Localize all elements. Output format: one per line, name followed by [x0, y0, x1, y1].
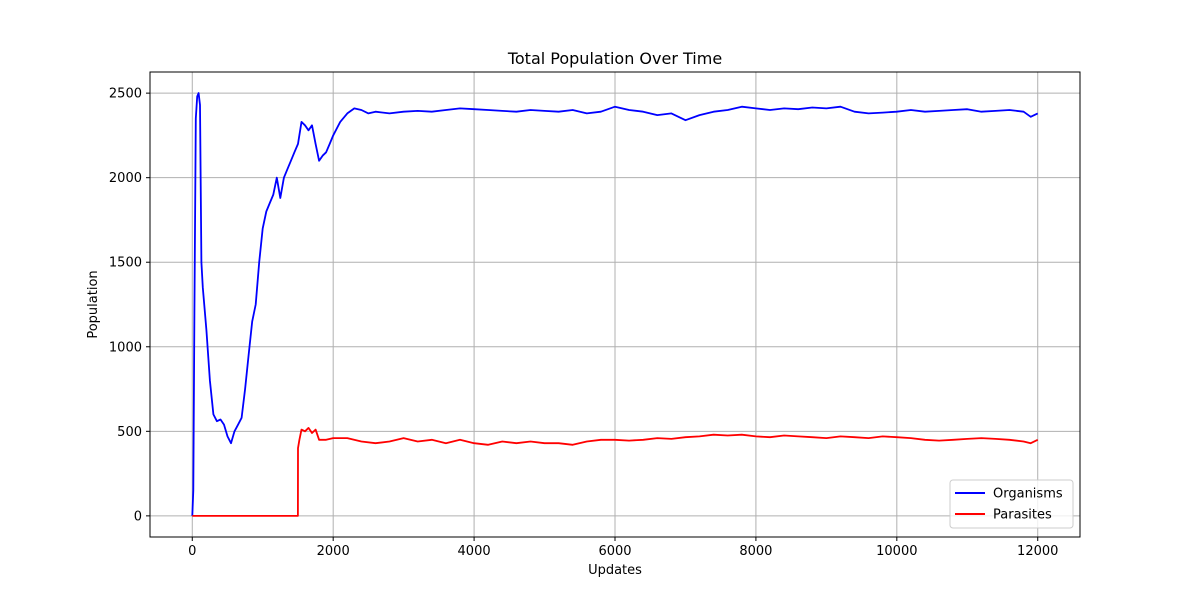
x-tick-label: 8000: [739, 544, 772, 559]
series-line-organisms: [191, 92, 1039, 516]
x-tick-label: 6000: [598, 544, 631, 559]
series-lines: [191, 92, 1039, 517]
y-tick-label: 2500: [109, 87, 142, 102]
axis-ticks: 0 2000 4000 6000 8000 10000 12000 0 500 1000 1500 2…: [109, 87, 1059, 559]
chart-title: Total Population Over Time: [507, 49, 722, 68]
x-tick-label: 0: [188, 544, 196, 559]
x-tick-label: 4000: [458, 544, 491, 559]
x-axis-label: Updates: [588, 563, 642, 578]
legend-label-organisms: Organisms: [993, 487, 1063, 502]
series-line-parasites: [192, 426, 1039, 517]
x-tick-label: 12000: [1017, 544, 1058, 559]
legend: Organisms Parasites: [949, 479, 1074, 529]
y-tick-label: 0: [134, 509, 142, 524]
y-axis-label: Population: [86, 270, 101, 338]
y-tick-label: 1500: [109, 256, 142, 271]
y-tick-label: 500: [117, 425, 142, 440]
legend-label-parasites: Parasites: [993, 508, 1052, 523]
y-tick-label: 1000: [109, 340, 142, 355]
x-tick-label: 10000: [876, 544, 917, 559]
y-tick-label: 2000: [109, 171, 142, 186]
x-tick-label: 2000: [317, 544, 350, 559]
